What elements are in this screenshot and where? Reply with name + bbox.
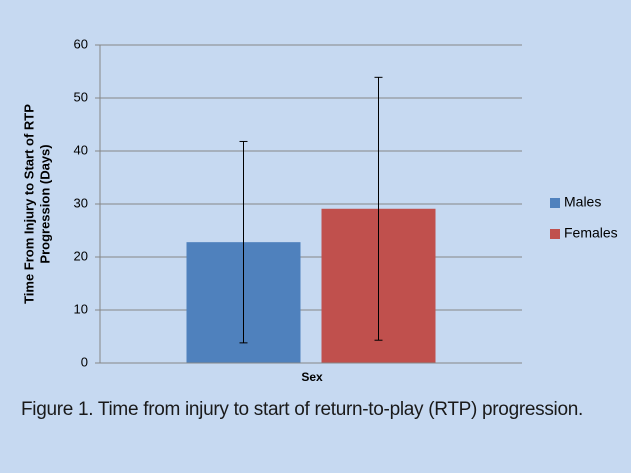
chart: Sex Time From Injury to Start of RTP Pro… bbox=[21, 36, 618, 384]
y-axis-label-line: Progression (Days) bbox=[37, 144, 52, 263]
x-axis-label: Sex bbox=[301, 370, 323, 384]
y-tick-label: 0 bbox=[81, 354, 88, 369]
y-tick-label: 30 bbox=[74, 195, 88, 210]
y-axis-label-line: Time From Injury to Start of RTP bbox=[21, 104, 36, 304]
y-tick-label: 40 bbox=[74, 142, 88, 157]
y-tick-label: 10 bbox=[74, 301, 88, 316]
y-tick-label: 50 bbox=[74, 89, 88, 104]
legend-label: Males bbox=[564, 194, 601, 210]
y-tick-label: 60 bbox=[74, 36, 88, 51]
caption: Figure 1. Time from injury to start of r… bbox=[21, 399, 583, 420]
legend-swatch bbox=[550, 198, 560, 208]
legend-label: Females bbox=[564, 225, 618, 241]
y-tick-label: 20 bbox=[74, 248, 88, 263]
y-axis-label: Time From Injury to Start of RTP Progres… bbox=[21, 104, 52, 304]
legend-swatch bbox=[550, 229, 560, 239]
